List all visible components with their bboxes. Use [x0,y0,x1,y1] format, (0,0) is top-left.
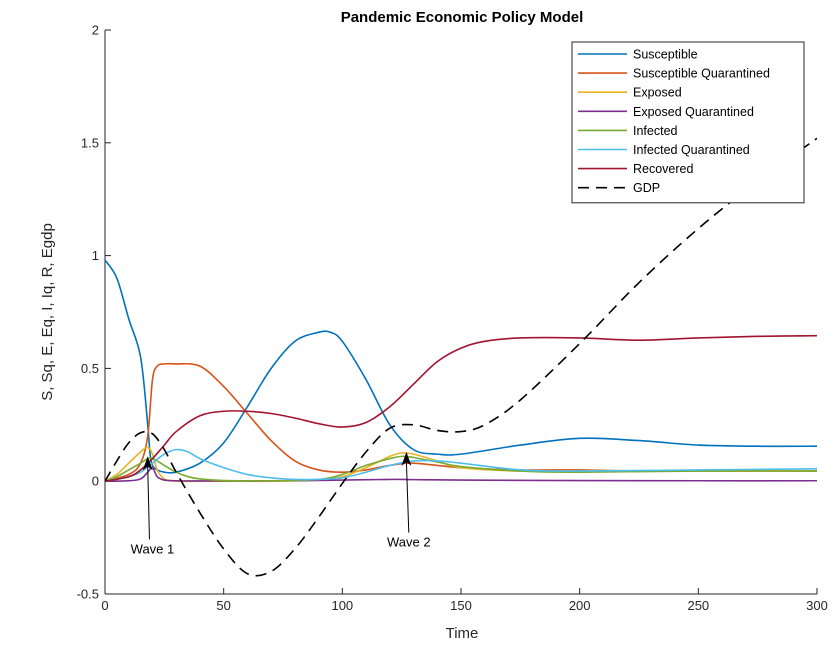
y-axis-label: S, Sq, E, Eq, I, Iq, R, Egdp [39,223,56,401]
x-tick-label: 0 [101,598,108,613]
x-tick-label: 100 [331,598,353,613]
series-line-exposed [105,446,817,483]
legend-label-susceptible: Susceptible [633,48,698,62]
series-line-susceptible-quarantined [105,362,817,482]
chart-title: Pandemic Economic Policy Model [341,9,584,26]
series-line-infected [105,455,817,482]
y-tick-label: 1 [92,248,99,263]
x-tick-label: 300 [806,598,828,613]
y-tick-label: -0.5 [77,587,99,602]
x-tick-label: 150 [450,598,472,613]
legend-label-susceptible-quarantined: Susceptible Quarantined [633,67,770,81]
legend-label-gdp: GDP [633,181,660,195]
legend: Susceptible Susceptible Quarantined Expose… [571,41,805,204]
series-line-susceptible [105,259,817,474]
series-line-recovered [105,334,817,482]
series-line-gdp [105,137,817,577]
x-tick-label: 250 [687,598,709,613]
legend-label-recovered: Recovered [633,162,693,176]
y-tick-label: 0 [92,474,99,489]
legend-box [571,41,805,204]
annotations: Wave 1 Wave 2 [131,451,431,556]
annotation-arrowhead-wave-2 [401,451,412,466]
annotation-label-wave-1: Wave 1 [131,541,175,556]
annotation-arrow-line-wave-2 [405,461,410,533]
legend-label-exposed: Exposed [633,86,682,100]
legend-label-infected-quarantined: Infected Quarantined [633,143,750,157]
y-tick-label: 2 [92,23,99,38]
legend-label-exposed-quarantined: Exposed Quarantined [633,105,754,119]
annotation-arrowhead-wave-1 [142,456,153,471]
y-tick-label: 0.5 [81,361,99,376]
series-line-infected-quarantined [105,448,817,482]
series-lines [105,137,817,577]
annotation-label-wave-2: Wave 2 [387,535,431,550]
legend-label-infected: Infected [633,124,678,138]
plot-area [105,137,817,577]
x-axis-label: Time [446,625,479,642]
y-tick-label: 1.5 [81,135,99,150]
x-tick-label: 200 [569,598,591,613]
x-tick-label: 50 [216,598,230,613]
annotation-arrow-line-wave-1 [147,466,150,540]
